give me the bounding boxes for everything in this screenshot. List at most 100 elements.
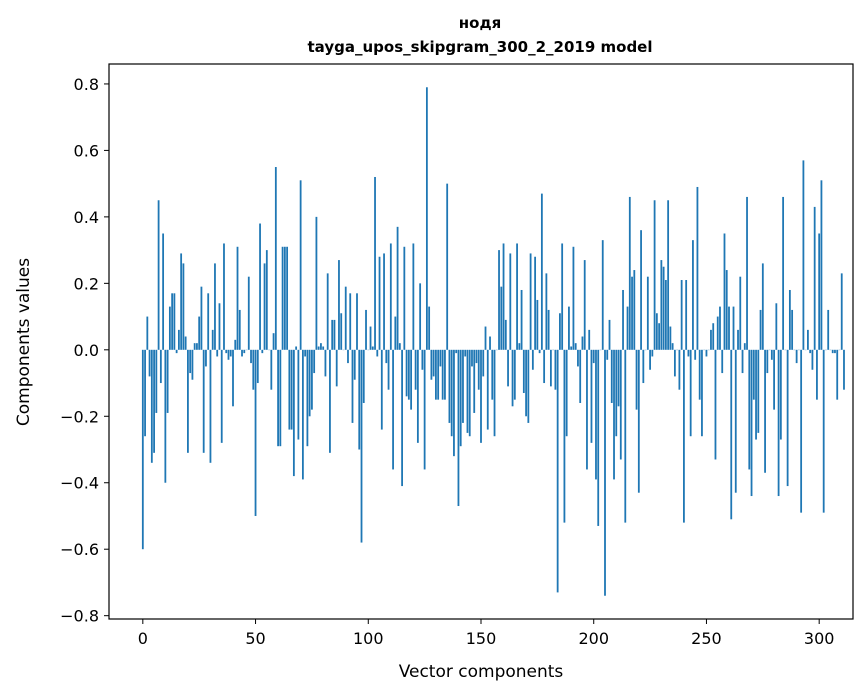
- bar: [389, 243, 392, 350]
- bar: [538, 349, 541, 354]
- bar: [673, 349, 676, 377]
- bar: [732, 306, 735, 350]
- bar: [624, 349, 627, 523]
- bar: [818, 233, 821, 350]
- bar: [356, 293, 358, 350]
- bar: [520, 289, 523, 350]
- bar: [746, 196, 748, 350]
- bar: [468, 349, 471, 437]
- bar: [579, 349, 582, 403]
- bar: [238, 309, 241, 350]
- bar-series: [141, 87, 845, 596]
- bar: [743, 343, 746, 350]
- bar: [241, 349, 243, 357]
- bar: [421, 349, 424, 370]
- bar: [416, 349, 419, 443]
- bar: [482, 349, 485, 377]
- bar: [728, 306, 730, 350]
- x-axis-ticks: 0 50 100 150 200 250 300: [138, 619, 834, 648]
- bar: [619, 349, 622, 460]
- bar: [809, 349, 812, 354]
- bar: [308, 349, 311, 417]
- bar: [439, 349, 442, 367]
- bar: [788, 289, 791, 350]
- bar: [292, 349, 295, 477]
- bar: [836, 349, 839, 400]
- bar: [698, 349, 701, 400]
- bar: [597, 349, 600, 526]
- bar: [757, 349, 760, 433]
- bar: [256, 349, 259, 384]
- bar: [414, 349, 417, 390]
- bar: [683, 349, 685, 523]
- bar: [338, 260, 340, 350]
- bar: [586, 349, 588, 470]
- bar: [274, 167, 277, 350]
- bar: [725, 270, 728, 350]
- bar: [398, 343, 401, 350]
- bar: [500, 286, 503, 350]
- bar: [306, 349, 309, 447]
- bar: [563, 349, 566, 523]
- bar: [646, 276, 649, 350]
- bar: [791, 309, 794, 350]
- bar: [401, 349, 403, 487]
- bar: [162, 233, 165, 350]
- bar: [270, 349, 273, 390]
- bar: [811, 349, 814, 370]
- bar: [453, 349, 455, 457]
- bar: [622, 289, 624, 350]
- bar: [457, 349, 460, 507]
- bar: [455, 349, 458, 354]
- bar: [320, 343, 322, 350]
- y-tick-label: 0.2: [74, 274, 99, 293]
- bar: [642, 349, 645, 384]
- bar: [816, 349, 818, 400]
- bar: [290, 349, 293, 430]
- bar: [378, 256, 381, 350]
- bar: [171, 293, 174, 350]
- bar: [263, 263, 266, 350]
- bar: [484, 326, 487, 350]
- bar: [786, 349, 789, 487]
- bar: [615, 349, 618, 437]
- bar: [572, 246, 575, 350]
- bar: [441, 349, 444, 400]
- bar: [509, 253, 512, 350]
- chart-title-line-1: нодя: [459, 14, 501, 32]
- bar: [507, 349, 509, 387]
- bar: [335, 349, 338, 387]
- bar: [631, 276, 633, 350]
- bar: [313, 349, 316, 374]
- bar: [770, 349, 773, 360]
- bar: [649, 349, 651, 370]
- bar: [236, 246, 239, 350]
- bar: [822, 349, 825, 513]
- bar: [218, 303, 221, 350]
- bar: [752, 349, 755, 400]
- bar: [173, 293, 176, 350]
- bar: [723, 233, 726, 350]
- bar: [764, 349, 766, 473]
- bar: [473, 349, 476, 413]
- bar: [662, 266, 665, 350]
- bar: [755, 349, 757, 440]
- bar: [795, 349, 798, 364]
- bar: [430, 349, 433, 380]
- bar: [761, 263, 764, 350]
- bar: [807, 329, 809, 350]
- bar: [669, 326, 672, 350]
- bar: [840, 273, 843, 350]
- bar: [331, 319, 334, 350]
- bar: [671, 343, 674, 350]
- bar: [561, 243, 564, 350]
- x-tick-label: 200: [578, 629, 609, 648]
- bar: [660, 260, 663, 350]
- bar: [721, 349, 724, 374]
- bar: [209, 349, 212, 463]
- bar: [232, 349, 234, 407]
- bar: [371, 346, 374, 350]
- bar: [714, 349, 717, 460]
- bar: [155, 349, 158, 413]
